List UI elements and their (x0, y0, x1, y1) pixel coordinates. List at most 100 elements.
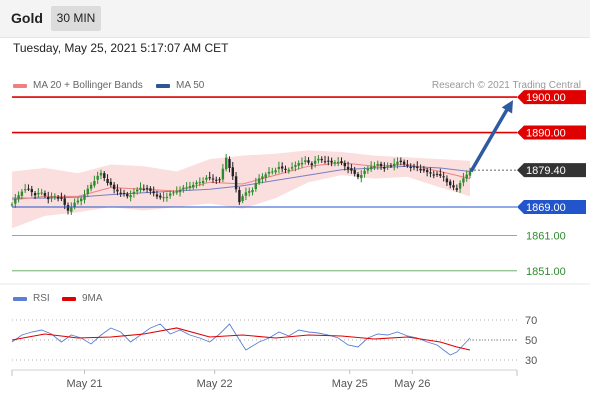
candle-body (432, 174, 435, 176)
candle-body (300, 162, 304, 165)
ma9-swatch (62, 296, 76, 301)
candles-group (10, 154, 472, 215)
candle-body (393, 163, 396, 167)
x-tick-label-1: May 22 (197, 378, 233, 390)
candle-body (238, 190, 241, 203)
candle-body (366, 168, 370, 171)
candle-body (73, 202, 76, 207)
candle-body (277, 167, 281, 169)
candle-body (317, 158, 320, 161)
candle-body (76, 200, 80, 203)
candle-body (346, 167, 350, 170)
candle-body (376, 163, 379, 166)
candle-body (172, 192, 175, 194)
candle-body (402, 161, 406, 165)
candle-body (205, 177, 208, 180)
candle-body (116, 189, 119, 192)
candle-body (313, 160, 317, 164)
rsi-tick-50: 50 (525, 335, 537, 347)
candle-body (201, 181, 205, 183)
candle-body (178, 190, 182, 193)
candle-body (399, 160, 402, 162)
level-label-1900.00: 1900.00 (526, 92, 566, 104)
candle-body (360, 175, 363, 179)
candle-body (182, 187, 185, 189)
candle-body (208, 177, 211, 179)
candle-body (162, 197, 165, 199)
candle-body (211, 178, 215, 180)
candle-body (234, 176, 238, 190)
candle-body (383, 167, 386, 169)
level-tag-1890.00 (517, 125, 586, 140)
candle-body (159, 195, 162, 198)
timestamp: Tuesday, May 25, 2021 5:17:07 AM CET (13, 41, 229, 55)
candle-body (112, 184, 116, 190)
candle-body (416, 166, 419, 168)
candle-body (297, 163, 300, 166)
candle-body (320, 159, 323, 161)
candle-body (310, 163, 313, 165)
candle-body (63, 198, 66, 205)
candle-body (439, 174, 442, 176)
candle-body (445, 178, 449, 183)
candle-body (455, 188, 458, 190)
ma50-swatch (156, 83, 170, 88)
candle-body (419, 168, 422, 171)
candle-body (20, 191, 24, 196)
candle-body (218, 179, 221, 181)
candle-body (175, 191, 178, 193)
candle-body (53, 196, 56, 198)
candle-body (465, 174, 468, 179)
candle-body (257, 178, 261, 183)
timeframe-badge[interactable]: 30 MIN (51, 6, 101, 31)
candle-body (422, 169, 426, 171)
candle-body (198, 182, 201, 184)
candle-body (93, 181, 96, 186)
candle-body (228, 159, 231, 168)
candle-body (406, 164, 409, 166)
candle-body (66, 205, 70, 211)
candle-body (363, 170, 366, 174)
x-tick-label-3: May 26 (394, 378, 430, 390)
candle-body (373, 166, 376, 168)
candle-body (462, 178, 465, 183)
projection-arrow-shaft (469, 105, 511, 173)
candle-body (337, 161, 340, 164)
legend-rsi: RSI (13, 293, 50, 304)
current-price-tag (517, 163, 586, 178)
level-label-1869.00: 1869.00 (526, 202, 566, 214)
candle-body (241, 196, 244, 201)
candle-body (56, 197, 60, 199)
legend-ma20: MA 20 + Bollinger Bands (13, 80, 143, 91)
candle-body (47, 197, 50, 200)
candle-body (145, 188, 149, 190)
legend-9ma: 9MA (62, 293, 103, 304)
candle-body (379, 163, 383, 167)
candle-body (99, 172, 103, 176)
candle-body (333, 162, 337, 164)
candle-body (284, 168, 287, 170)
candle-body (155, 194, 159, 197)
candle-body (215, 179, 218, 181)
candle-body (468, 170, 472, 176)
candle-body (30, 189, 33, 193)
candle-body (267, 171, 271, 174)
candle-body (429, 172, 432, 174)
candle-body (327, 160, 330, 162)
candle-body (50, 196, 53, 199)
candle-body (225, 157, 228, 170)
candle-body (409, 167, 412, 168)
candle-body (192, 184, 195, 188)
candle-body (43, 193, 47, 196)
candle-body (244, 192, 248, 196)
candle-body (89, 184, 93, 189)
candle-body (129, 195, 132, 198)
candle-body (340, 161, 343, 163)
candle-body (307, 160, 310, 163)
candle-body (294, 165, 297, 167)
credit-text: Research © 2021 Trading Central (431, 80, 581, 91)
candle-body (353, 170, 356, 174)
candle-body (80, 198, 83, 202)
candle-body (442, 176, 445, 178)
rsi-label: RSI (33, 293, 50, 304)
